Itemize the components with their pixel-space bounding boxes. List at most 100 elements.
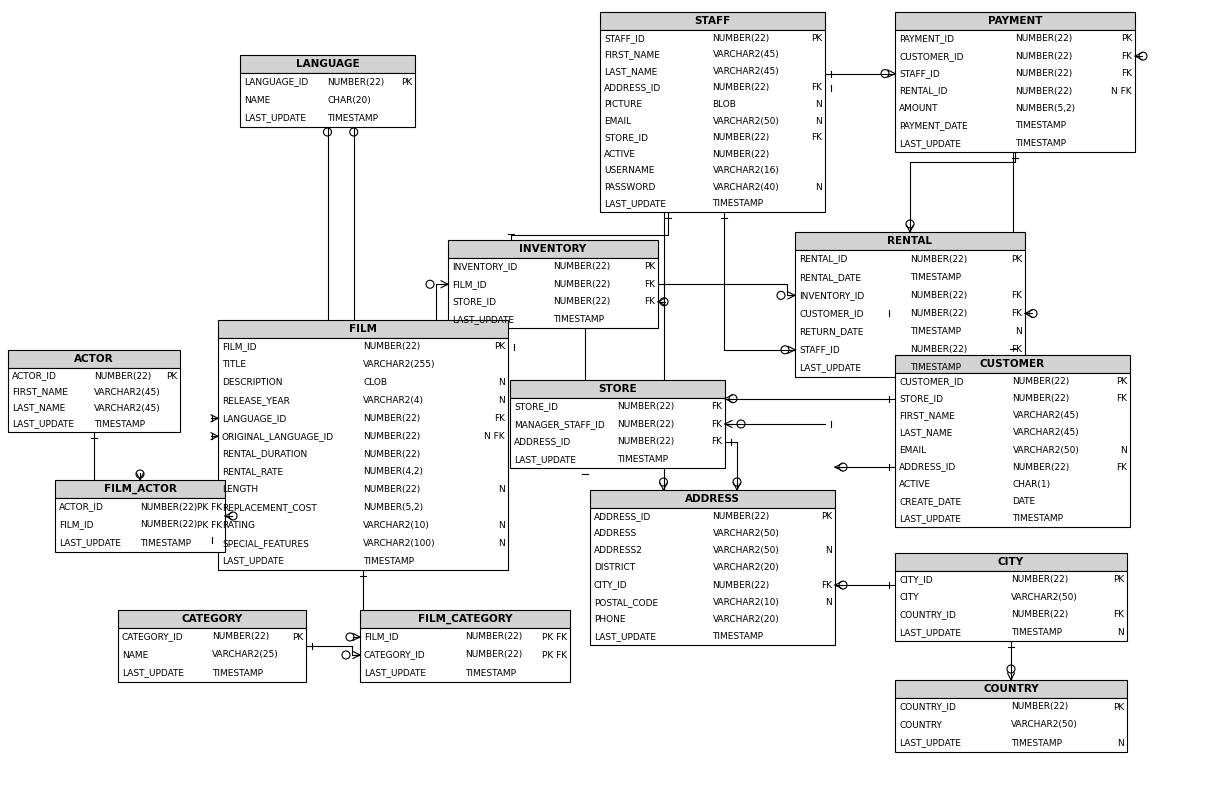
Text: FK: FK: [711, 419, 722, 429]
FancyBboxPatch shape: [510, 398, 725, 468]
Text: N: N: [816, 100, 822, 109]
Text: STORE_ID: STORE_ID: [452, 297, 496, 306]
Text: PK: PK: [1115, 377, 1128, 386]
Text: ADDRESS: ADDRESS: [685, 494, 740, 504]
Text: NUMBER(22): NUMBER(22): [553, 262, 611, 271]
Text: TIMESTAMP: TIMESTAMP: [911, 327, 961, 336]
Text: NUMBER(22): NUMBER(22): [212, 633, 269, 642]
FancyBboxPatch shape: [9, 368, 180, 432]
Text: PK: PK: [1113, 576, 1124, 584]
FancyBboxPatch shape: [218, 338, 508, 570]
Text: NUMBER(22): NUMBER(22): [712, 34, 769, 43]
Text: CITY_ID: CITY_ID: [594, 580, 628, 589]
FancyBboxPatch shape: [895, 30, 1135, 152]
Text: NUMBER(22): NUMBER(22): [712, 580, 769, 589]
Text: FK: FK: [1121, 52, 1132, 60]
Text: DESCRIPTION: DESCRIPTION: [222, 378, 283, 387]
Text: ADDRESS2: ADDRESS2: [594, 547, 642, 555]
Text: NUMBER(22): NUMBER(22): [363, 431, 421, 440]
Text: MANAGER_STAFF_ID: MANAGER_STAFF_ID: [514, 419, 605, 429]
Text: VARCHAR2(50): VARCHAR2(50): [1011, 592, 1078, 602]
Text: FILM_ID: FILM_ID: [59, 521, 94, 530]
Text: LAST_UPDATE: LAST_UPDATE: [12, 419, 74, 428]
Text: NUMBER(22): NUMBER(22): [363, 342, 421, 352]
Text: N: N: [499, 396, 505, 405]
FancyBboxPatch shape: [55, 498, 226, 552]
Text: NUMBER(22): NUMBER(22): [712, 84, 769, 93]
Text: ADDRESS_ID: ADDRESS_ID: [603, 84, 661, 93]
Text: FILM_ACTOR: FILM_ACTOR: [104, 484, 177, 494]
Text: FIRST_NAME: FIRST_NAME: [898, 411, 954, 420]
Text: N FK: N FK: [1112, 86, 1132, 96]
Text: TIMESTAMP: TIMESTAMP: [712, 199, 763, 208]
Text: FILM_ID: FILM_ID: [222, 342, 256, 352]
Text: CATEGORY_ID: CATEGORY_ID: [364, 650, 425, 659]
Text: N: N: [825, 597, 833, 607]
Text: INVENTORY_ID: INVENTORY_ID: [452, 262, 517, 271]
Text: PK: PK: [820, 512, 833, 521]
Text: INVENTORY_ID: INVENTORY_ID: [798, 291, 864, 299]
Text: VARCHAR2(255): VARCHAR2(255): [363, 361, 435, 369]
Text: VARCHAR2(45): VARCHAR2(45): [94, 387, 161, 397]
Text: LAST_NAME: LAST_NAME: [898, 428, 952, 437]
FancyBboxPatch shape: [895, 12, 1135, 30]
Text: CLOB: CLOB: [363, 378, 386, 387]
Text: PK FK: PK FK: [542, 650, 567, 659]
Text: NUMBER(22): NUMBER(22): [140, 502, 197, 511]
Text: LAST_UPDATE: LAST_UPDATE: [222, 556, 284, 566]
Text: FK: FK: [1011, 345, 1022, 354]
Text: VARCHAR2(45): VARCHAR2(45): [712, 51, 779, 60]
Text: PICTURE: PICTURE: [603, 100, 642, 109]
Text: LAST_NAME: LAST_NAME: [12, 403, 66, 412]
Text: TIMESTAMP: TIMESTAMP: [618, 455, 668, 464]
Text: STORE_ID: STORE_ID: [898, 394, 944, 403]
Text: CATEGORY_ID: CATEGORY_ID: [122, 633, 184, 642]
Text: LAST_UPDATE: LAST_UPDATE: [244, 114, 306, 122]
Text: PK: PK: [811, 34, 822, 43]
Text: LAST_UPDATE: LAST_UPDATE: [452, 315, 514, 324]
Text: STAFF_ID: STAFF_ID: [603, 34, 645, 43]
FancyBboxPatch shape: [600, 30, 825, 212]
Text: LENGTH: LENGTH: [222, 485, 258, 494]
Text: N: N: [499, 521, 505, 530]
Text: VARCHAR2(20): VARCHAR2(20): [712, 564, 779, 572]
Text: PK: PK: [1011, 254, 1022, 263]
Text: N: N: [816, 183, 822, 192]
Text: NUMBER(22): NUMBER(22): [911, 345, 967, 354]
Text: DATE: DATE: [1013, 497, 1036, 506]
Text: ADDRESS: ADDRESS: [594, 529, 638, 539]
Text: TITLE: TITLE: [222, 361, 246, 369]
FancyBboxPatch shape: [55, 480, 226, 498]
Text: PAYMENT_DATE: PAYMENT_DATE: [898, 122, 968, 130]
Text: SPECIAL_FEATURES: SPECIAL_FEATURES: [222, 539, 308, 547]
Text: DISTRICT: DISTRICT: [594, 564, 635, 572]
FancyBboxPatch shape: [449, 258, 658, 328]
Text: FK: FK: [1113, 610, 1124, 619]
Text: FK: FK: [811, 84, 822, 93]
Text: NUMBER(22): NUMBER(22): [1015, 52, 1073, 60]
Text: VARCHAR2(100): VARCHAR2(100): [363, 539, 435, 547]
Text: FILM_ID: FILM_ID: [364, 633, 399, 642]
Text: NUMBER(22): NUMBER(22): [618, 419, 675, 429]
FancyBboxPatch shape: [590, 490, 835, 508]
Text: NUMBER(22): NUMBER(22): [618, 402, 675, 411]
Text: USERNAME: USERNAME: [603, 166, 655, 175]
Text: LAST_UPDATE: LAST_UPDATE: [603, 199, 666, 208]
Text: NUMBER(5,2): NUMBER(5,2): [1015, 104, 1075, 113]
Text: VARCHAR2(10): VARCHAR2(10): [712, 597, 779, 607]
Text: RELEASE_YEAR: RELEASE_YEAR: [222, 396, 290, 405]
Text: PK: PK: [494, 342, 505, 352]
Text: RENTAL_RATE: RENTAL_RATE: [222, 468, 283, 477]
FancyBboxPatch shape: [360, 628, 570, 682]
Text: RETURN_DATE: RETURN_DATE: [798, 327, 863, 336]
Text: PK FK: PK FK: [197, 502, 222, 511]
Text: N: N: [816, 117, 822, 126]
Text: CITY: CITY: [998, 557, 1024, 567]
Text: TIMESTAMP: TIMESTAMP: [553, 315, 603, 324]
Text: PK: PK: [401, 77, 412, 86]
Text: FK: FK: [711, 402, 722, 411]
Text: LAST_UPDATE: LAST_UPDATE: [514, 455, 577, 464]
FancyBboxPatch shape: [795, 232, 1025, 250]
Text: TIMESTAMP: TIMESTAMP: [212, 668, 263, 678]
Text: FK: FK: [1011, 291, 1022, 299]
